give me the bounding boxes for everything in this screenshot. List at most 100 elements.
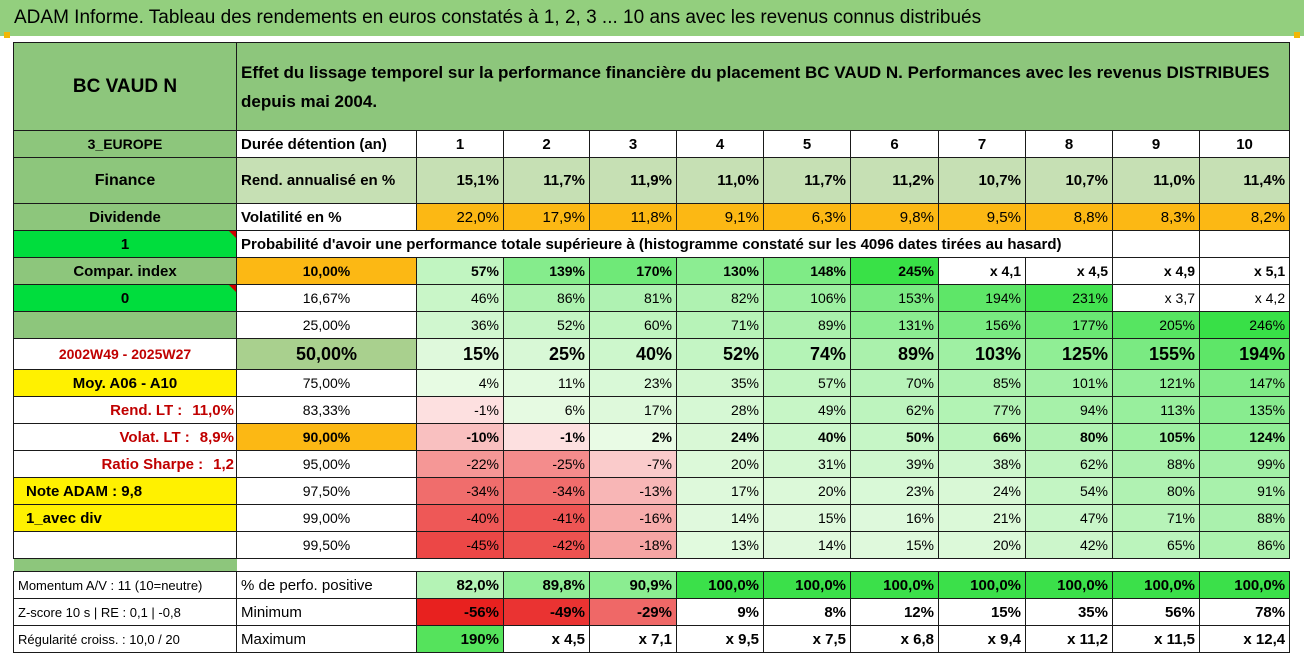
quantile-value: 77% <box>938 396 1026 424</box>
probability-title: Probabilité d'avoir une performance tota… <box>236 230 1113 258</box>
quantile-value: -45% <box>416 531 504 559</box>
yield-value: 10,7% <box>1025 157 1113 204</box>
quantile-value: 85% <box>938 369 1026 397</box>
spacer-cell <box>236 558 417 572</box>
quantile-label: 90,00% <box>236 423 417 451</box>
quantile-row: Rend. LT : 11,0% 83,33% -1% 6% 17% 28% 49% 62% 77… <box>13 396 1291 424</box>
volatility-row: Dividende Volatilité en % 22,0% 17,9% 11,8% 9… <box>13 203 1291 231</box>
quantile-value: 135% <box>1198 396 1291 424</box>
summary-value: 100,0% <box>676 571 764 599</box>
adam-note: Note ADAM : 9,8 <box>13 477 237 505</box>
quantile-value: 13% <box>676 531 764 559</box>
quantile-value: 121% <box>1112 369 1200 397</box>
quantile-row: Volat. LT : 8,9% 90,00% -10% -1% 2% 24% 40% 50% 6… <box>13 423 1291 451</box>
summary-value: x 6,8 <box>850 625 939 653</box>
quantile-value: 2% <box>589 423 677 451</box>
year-header: 5 <box>763 130 851 158</box>
year-header: 1 <box>416 130 504 158</box>
quantile-value: 231% <box>1025 284 1113 312</box>
quantile-value: 106% <box>763 284 851 312</box>
summary-value: -49% <box>503 598 590 626</box>
summary-value: 78% <box>1198 598 1291 626</box>
summary-value: x 11,5 <box>1112 625 1200 653</box>
quantile-value: -22% <box>416 450 504 478</box>
quantile-value: 62% <box>1025 450 1113 478</box>
fund-name: BC VAUD N <box>13 42 237 131</box>
yield-value: 11,0% <box>676 157 764 204</box>
quantile-value: 35% <box>676 369 764 397</box>
long-term-yield: Rend. LT : 11,0% <box>13 396 237 424</box>
sector-label: Finance <box>13 157 237 204</box>
quantile-label: 99,50% <box>236 531 417 559</box>
summary-value: 89,8% <box>503 571 590 599</box>
quantile-value: x 4,5 <box>1025 257 1113 285</box>
volatility-value: 8,8% <box>1025 203 1113 231</box>
quantile-value: 50% <box>850 423 939 451</box>
empty-side-cell <box>13 311 237 339</box>
quantile-value: 130% <box>676 257 764 285</box>
yield-value: 11,7% <box>503 157 590 204</box>
quantile-value: 71% <box>676 311 764 339</box>
yield-value: 11,7% <box>763 157 851 204</box>
spacer-cell <box>416 558 504 572</box>
summary-value: 9% <box>676 598 764 626</box>
years-row: 3_EUROPE Durée détention (an) 1 2 3 4 5 6 7 8 9 10 <box>13 130 1291 158</box>
quantile-value: 131% <box>850 311 939 339</box>
summary-value: 12% <box>850 598 939 626</box>
volatility-value: 11,8% <box>589 203 677 231</box>
summary-value: -29% <box>589 598 677 626</box>
yield-value: 11,9% <box>589 157 677 204</box>
volatility-label: Volatilité en % <box>236 203 417 231</box>
summary-value: 100,0% <box>850 571 939 599</box>
summary-side-label: Régularité croiss. : 10,0 / 20 <box>13 625 237 653</box>
quantile-value: 47% <box>1025 504 1113 532</box>
quantile-value: 194% <box>1198 338 1291 370</box>
quantile-row: Compar. index 10,00% 57% 139% 170% 130% 148% 24… <box>13 257 1291 285</box>
corner-marker <box>1294 32 1300 38</box>
quantile-row: Note ADAM : 9,8 97,50% -34% -34% -13% 17% 20% 2… <box>13 477 1291 505</box>
quantile-value: -10% <box>416 423 504 451</box>
quantile-value: 205% <box>1112 311 1200 339</box>
quantile-value: 105% <box>1112 423 1200 451</box>
quantile-value: 65% <box>1112 531 1200 559</box>
period-label: 2002W49 - 2025W27 <box>13 338 237 370</box>
quantile-value: x 4,2 <box>1198 284 1291 312</box>
quantile-value: 28% <box>676 396 764 424</box>
quantile-value: x 4,9 <box>1112 257 1200 285</box>
quantile-label: 50,00% <box>236 338 417 370</box>
year-header: 6 <box>850 130 939 158</box>
performance-table: BC VAUD N Effet du lissage temporel sur l… <box>13 42 1291 653</box>
quantile-value: 66% <box>938 423 1026 451</box>
quantile-row: 2002W49 - 2025W27 50,00% 15% 25% 40% 52% 74% 89… <box>13 338 1291 370</box>
yield-value: 10,7% <box>938 157 1026 204</box>
stat-label: Ratio Sharpe : <box>101 455 204 473</box>
quantile-value: x 3,7 <box>1112 284 1200 312</box>
quantile-value: 11% <box>503 369 590 397</box>
quantile-value: 57% <box>416 257 504 285</box>
quantile-value: 89% <box>850 338 939 370</box>
summary-value: 100,0% <box>1112 571 1200 599</box>
quantile-value: 91% <box>1198 477 1291 505</box>
year-header: 8 <box>1025 130 1113 158</box>
quantile-value: 86% <box>503 284 590 312</box>
quantile-value: 125% <box>1025 338 1113 370</box>
quantile-row: Ratio Sharpe : 1,2 95,00% -22% -25% -7% 20% 31%… <box>13 450 1291 478</box>
quantile-value: 15% <box>850 531 939 559</box>
dividend-label: Dividende <box>13 203 237 231</box>
quantile-row: 0 16,67% 46% 86% 81% 82% 106% 153% 194% 231% x 3,7… <box>13 284 1291 312</box>
empty-cell <box>1198 230 1291 258</box>
summary-value: -56% <box>416 598 504 626</box>
summary-label: Minimum <box>236 598 417 626</box>
summary-value: x 9,5 <box>676 625 764 653</box>
performance-sheet: BC VAUD N Effet du lissage temporel sur l… <box>12 42 1291 653</box>
quantile-value: 24% <box>676 423 764 451</box>
quantile-label: 75,00% <box>236 369 417 397</box>
volatility-value: 9,1% <box>676 203 764 231</box>
stat-value: 11,0% <box>192 401 234 419</box>
spacer-row <box>13 558 1290 572</box>
quantile-value: 16% <box>850 504 939 532</box>
quantile-value: x 4,1 <box>938 257 1026 285</box>
quantile-value: 52% <box>503 311 590 339</box>
flag-one: 1 <box>13 230 237 258</box>
compar-index-label: Compar. index <box>13 257 237 285</box>
